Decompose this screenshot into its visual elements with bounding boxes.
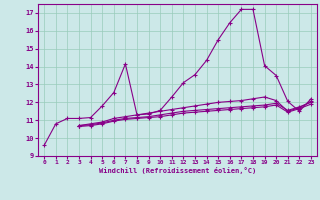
- X-axis label: Windchill (Refroidissement éolien,°C): Windchill (Refroidissement éolien,°C): [99, 167, 256, 174]
